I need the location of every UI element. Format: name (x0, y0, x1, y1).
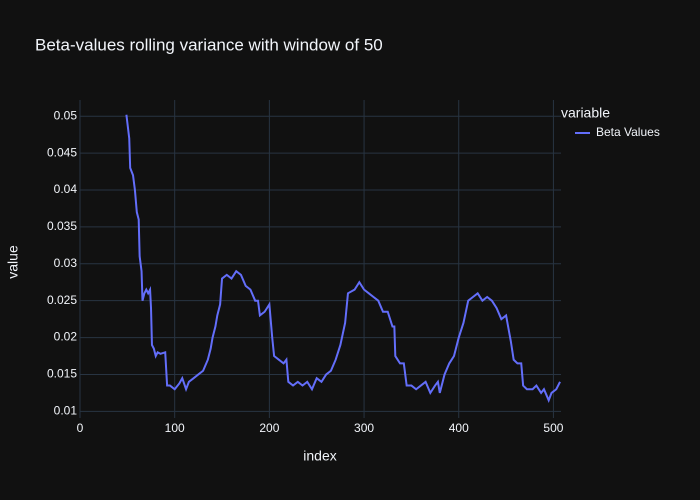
x-tick-label: 100 (165, 421, 185, 435)
y-tick-label: 0.01 (54, 404, 78, 418)
y-tick-label: 0.03 (54, 256, 78, 270)
y-tick-label: 0.035 (47, 219, 77, 233)
y-tick-label: 0.015 (47, 367, 77, 381)
x-tick-label: 400 (449, 421, 469, 435)
x-axis-title: index (303, 448, 336, 464)
x-tick-label: 200 (259, 421, 279, 435)
y-axis-title: value (5, 245, 21, 279)
x-tick-label: 0 (77, 421, 84, 435)
y-tick-label: 0.045 (47, 145, 77, 159)
legend-title: variable (561, 105, 610, 121)
chart-title: Beta-values rolling variance with window… (35, 35, 383, 54)
legend-label: Beta Values (596, 125, 660, 139)
x-tick-label: 300 (354, 421, 374, 435)
y-tick-label: 0.025 (47, 293, 77, 307)
x-tick-label: 500 (543, 421, 563, 435)
y-tick-label: 0.04 (54, 182, 78, 196)
data-line (125, 114, 561, 403)
y-tick-label: 0.05 (54, 108, 78, 122)
y-tick-label: 0.02 (54, 330, 78, 344)
